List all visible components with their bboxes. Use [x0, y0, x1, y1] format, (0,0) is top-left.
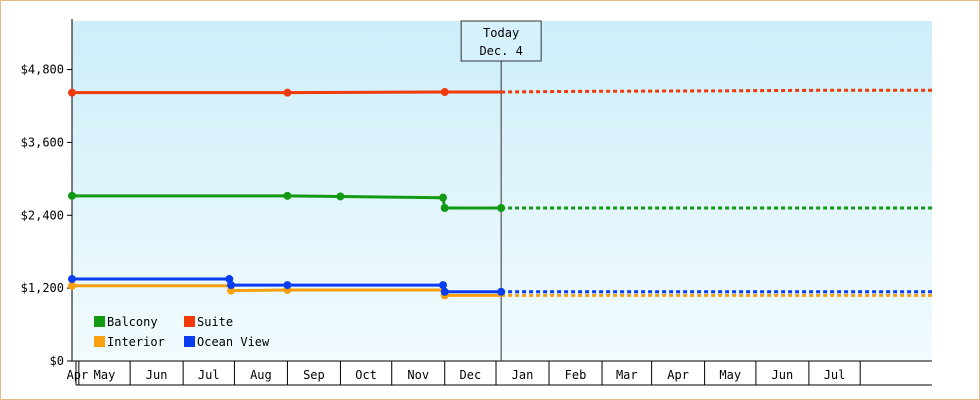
y-tick-label: $1,200: [21, 281, 64, 295]
series-forecast-suite: [501, 88, 932, 94]
series-point-interior: [68, 281, 76, 290]
series-line-balcony: [72, 194, 502, 210]
series-point-balcony: [497, 204, 506, 212]
x-tick-label: Apr: [667, 368, 689, 382]
plot-area: [72, 21, 932, 361]
series-point-ocean-view: [283, 281, 292, 290]
series-point-balcony: [336, 192, 345, 201]
y-tick-label: $4,800: [21, 63, 64, 77]
legend-swatch-balcony: [94, 316, 105, 327]
legend-label-balcony: Balcony: [107, 315, 158, 329]
series-point-ocean-view: [440, 287, 449, 296]
legend-label-interior: Interior: [107, 335, 165, 349]
series-point-balcony: [68, 191, 76, 200]
legend-swatch-interior: [94, 336, 105, 347]
x-tick-label: Mar: [616, 368, 638, 382]
series-point-suite: [68, 88, 76, 97]
series-line-ocean-view: [72, 277, 502, 294]
x-tick-label: Aug: [250, 368, 272, 382]
series-point-ocean-view: [68, 275, 76, 284]
legend-label-ocean-view: Ocean View: [197, 335, 270, 349]
today-label-date: Dec. 4: [479, 44, 522, 58]
series-point-balcony: [440, 204, 449, 212]
x-tick-label: May: [94, 368, 116, 382]
x-tick-label: Dec: [460, 368, 482, 382]
series-point-balcony: [439, 193, 448, 202]
x-tick-label: Jul: [824, 368, 846, 382]
x-tick-label: Jun: [146, 368, 168, 382]
x-tick-label: Feb: [565, 368, 587, 382]
y-tick-label: $0: [50, 354, 64, 368]
x-tick-label: Sep: [303, 368, 325, 382]
x-tick-label: Oct: [355, 368, 377, 382]
x-tick-label: Nov: [407, 368, 429, 382]
x-tick-label: Apr: [67, 368, 89, 382]
series-point-suite: [283, 88, 292, 97]
x-tick-label: Jun: [772, 368, 794, 382]
series-point-ocean-view: [497, 287, 506, 296]
x-tick-label: May: [719, 368, 741, 382]
series-point-suite: [440, 88, 449, 97]
series-point-ocean-view: [227, 281, 236, 290]
legend-label-suite: Suite: [197, 315, 233, 329]
series-point-interior: [227, 286, 236, 295]
legend-swatch-ocean-view: [184, 336, 195, 347]
series-line-suite: [72, 90, 502, 95]
x-tick-label: Jul: [198, 368, 220, 382]
legend-swatch-suite: [184, 316, 195, 327]
y-tick-label: $3,600: [21, 135, 64, 149]
y-tick-label: $2,400: [21, 208, 64, 222]
series-point-ocean-view: [225, 275, 234, 284]
today-label-title: Today: [483, 26, 519, 40]
x-tick-label: Jan: [512, 368, 534, 382]
series-point-ocean-view: [439, 281, 448, 290]
series-point-balcony: [283, 191, 292, 200]
today-label-box: [460, 20, 542, 62]
